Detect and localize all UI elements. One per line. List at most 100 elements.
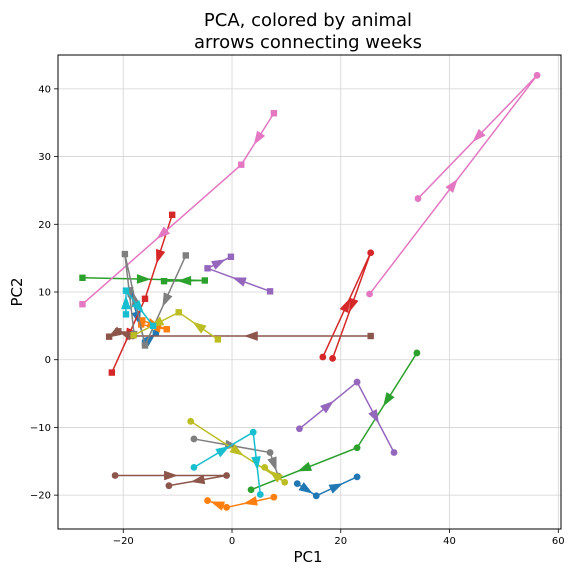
series-12 (79, 110, 278, 308)
data-point-square (163, 326, 170, 333)
y-tick-label: 30 (38, 152, 51, 163)
series-18 (121, 287, 157, 330)
series-17 (187, 417, 289, 486)
arrow-head (243, 496, 258, 506)
arrow-head (253, 130, 266, 146)
y-tick-label: −10 (30, 423, 51, 434)
data-point-circle (353, 378, 361, 386)
arrow-head (445, 178, 458, 193)
data-point-square (79, 300, 86, 308)
data-point-square (115, 328, 122, 335)
series-4 (79, 274, 209, 286)
data-point-square (141, 342, 149, 349)
data-point-square (122, 287, 130, 294)
arrow-head (472, 128, 486, 143)
data-point-square (152, 330, 160, 337)
y-axis-label: PC2 (8, 277, 26, 306)
arrow-head (190, 474, 206, 485)
data-point-circle (296, 425, 303, 433)
series-3 (204, 493, 278, 511)
data-point-circle (190, 463, 198, 471)
data-point-square (168, 211, 176, 219)
data-point-circle (353, 473, 361, 481)
arrow-head (297, 461, 313, 472)
arrow-head (215, 446, 230, 458)
ticks: −20 0 20 40 60 −20 −10 0 10 20 30 40 (30, 84, 565, 547)
series-1 (293, 473, 361, 500)
data-point-square (238, 161, 245, 168)
arrow-head (267, 456, 277, 472)
series-line (298, 380, 395, 453)
series-layer (79, 71, 541, 511)
data-point-circle (266, 449, 274, 456)
grid (58, 55, 561, 529)
data-point-circle (190, 435, 198, 443)
data-point-square (108, 369, 116, 376)
series-19 (190, 428, 264, 498)
series-9 (296, 378, 398, 456)
data-point-circle (204, 497, 211, 504)
data-point-circle (187, 417, 195, 425)
data-point-square (121, 250, 129, 258)
arrow-head (339, 298, 350, 314)
arrow-head (211, 259, 226, 270)
data-point-square (367, 332, 374, 340)
data-point-square (175, 309, 182, 316)
data-point-square (149, 322, 157, 330)
series-line (81, 112, 275, 305)
data-point-circle (353, 444, 361, 452)
y-tick-label: 0 (45, 355, 51, 366)
data-point-circle (414, 195, 422, 202)
data-point-circle (111, 472, 119, 479)
data-point-square (204, 265, 211, 272)
data-point-square (122, 311, 130, 318)
data-point-circle (249, 428, 257, 436)
data-point-square (79, 274, 86, 281)
data-point-square (141, 295, 149, 302)
arrow-head (383, 392, 395, 407)
data-point-circle (247, 486, 255, 494)
x-axis-label: PC1 (293, 548, 322, 566)
arrow-head (328, 483, 344, 494)
data-point-circle (223, 472, 230, 479)
data-point-circle (223, 503, 230, 511)
arrow-head (162, 292, 173, 308)
x-tick-label: 40 (443, 536, 456, 547)
arrow-head (349, 297, 359, 313)
data-point-square (130, 332, 137, 339)
series-11 (111, 470, 230, 490)
series-7 (319, 249, 375, 362)
data-point-circle (256, 491, 264, 498)
arrow-head (210, 501, 226, 511)
data-point-circle (165, 482, 173, 490)
y-tick-label: 20 (38, 220, 51, 231)
data-point-circle (261, 463, 269, 471)
arrow-head (243, 331, 258, 341)
data-point-circle (319, 353, 327, 361)
y-tick-label: 40 (38, 84, 51, 95)
data-point-circle (367, 249, 375, 257)
data-point-circle (281, 478, 289, 486)
arrow-head (319, 400, 334, 414)
y-tick-label: 10 (38, 288, 51, 299)
arrow-head (251, 456, 261, 471)
arrow-head (164, 470, 179, 481)
data-point-square (139, 317, 146, 324)
arrow-head (121, 295, 131, 310)
data-point-circle (366, 290, 373, 298)
series-13 (366, 71, 541, 298)
x-tick-label: −20 (113, 536, 134, 547)
x-tick-label: 60 (552, 536, 565, 547)
data-point-square (270, 110, 278, 117)
data-point-square (137, 321, 145, 328)
arrow-head (229, 444, 244, 456)
arrow-head (368, 409, 379, 424)
data-point-square (105, 333, 113, 340)
data-point-circle (312, 492, 320, 500)
arrow-head (156, 248, 166, 264)
arrow-head (136, 274, 151, 284)
data-point-circle (270, 493, 278, 501)
arrow-head (298, 482, 313, 494)
data-point-circle (329, 354, 337, 362)
